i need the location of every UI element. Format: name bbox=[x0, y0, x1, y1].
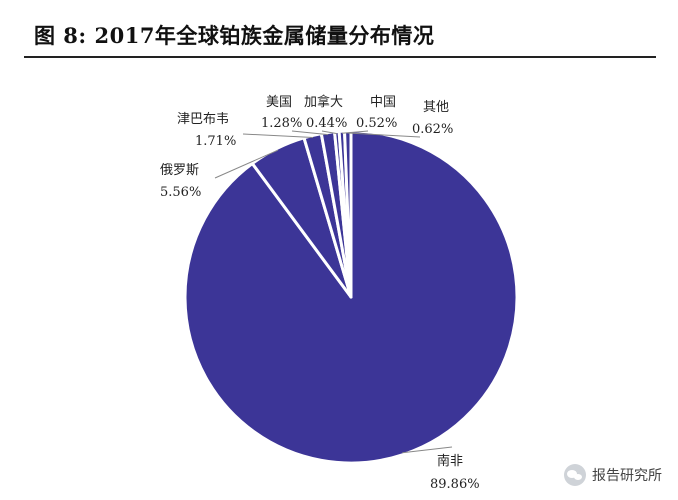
label-value-russia: 5.56% bbox=[160, 185, 201, 200]
leader-line-2 bbox=[242, 133, 314, 138]
leader-lines bbox=[214, 130, 453, 454]
pie-slices bbox=[183, 129, 519, 465]
leader-line-3 bbox=[291, 130, 329, 136]
figure-title: 图 8: 2017年全球铂族金属储量分布情况 bbox=[34, 23, 435, 48]
label-value-canada: 0.44% bbox=[306, 116, 347, 131]
leader-line-5 bbox=[341, 130, 369, 134]
wechat-icon bbox=[564, 464, 586, 486]
leader-line-6 bbox=[347, 132, 421, 138]
label-value-china: 0.52% bbox=[356, 116, 397, 131]
leader-line-0 bbox=[402, 446, 453, 454]
watermark-text: 报告研究所 bbox=[592, 468, 662, 484]
pie-slice-6 bbox=[343, 129, 353, 299]
label-name-china: 中国 bbox=[370, 95, 396, 110]
label-name-canada: 加拿大 bbox=[304, 94, 343, 110]
leader-line-4 bbox=[321, 130, 338, 135]
label-name-usa: 美国 bbox=[266, 95, 292, 110]
label-name-russia: 俄罗斯 bbox=[160, 163, 199, 178]
label-name-other: 其他 bbox=[423, 100, 449, 115]
watermark: 报告研究所 bbox=[564, 464, 662, 486]
label-value-south-africa: 89.86% bbox=[430, 477, 480, 492]
label-value-usa: 1.28% bbox=[261, 116, 302, 131]
title-divider bbox=[24, 56, 656, 58]
label-name-south-africa: 南非 bbox=[437, 453, 463, 469]
label-name-zimbabwe: 津巴布韦 bbox=[177, 112, 229, 127]
label-value-zimbabwe: 1.71% bbox=[195, 134, 236, 149]
leader-line-1 bbox=[214, 149, 279, 179]
label-value-other: 0.62% bbox=[412, 122, 453, 137]
